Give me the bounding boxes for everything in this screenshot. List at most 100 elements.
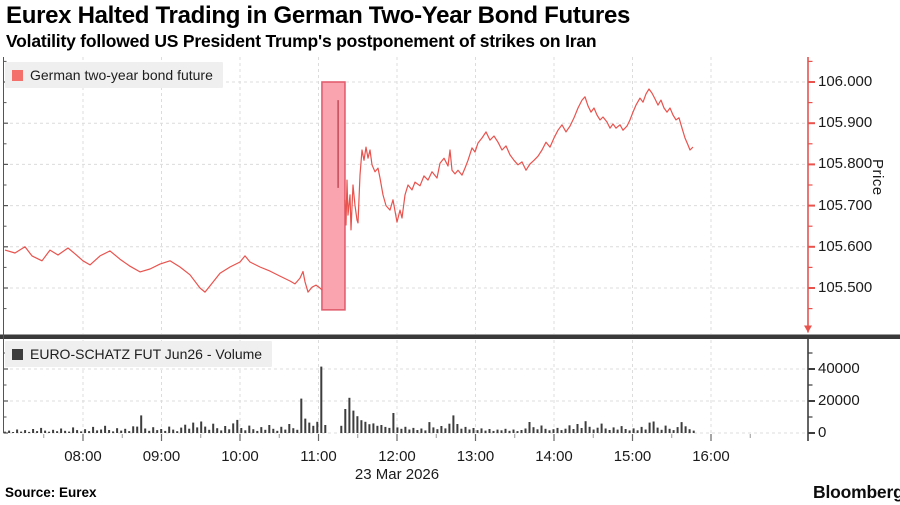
volume-bar: [120, 430, 123, 433]
volume-bar: [100, 429, 103, 433]
time-tick-label: 15:00: [613, 448, 652, 465]
time-tick-label: 13:00: [456, 448, 495, 465]
volume-bar: [76, 430, 79, 433]
volume-tick-label: 40000: [818, 360, 860, 377]
time-tick-label: 12:00: [378, 448, 416, 465]
panel-separator: [0, 334, 900, 339]
volume-bar: [216, 428, 219, 433]
volume-bar: [476, 430, 479, 433]
volume-bar: [592, 429, 595, 433]
price-tick-label: 105.800: [818, 155, 873, 173]
volume-bar: [48, 431, 51, 433]
volume-bar: [292, 428, 295, 433]
volume-bar: [600, 423, 603, 433]
volume-bar: [324, 425, 327, 433]
volume-bar: [128, 431, 131, 433]
volume-bar: [660, 429, 663, 433]
volume-bar: [680, 422, 683, 433]
volume-bar: [560, 430, 563, 433]
volume-bar: [40, 427, 43, 433]
trading-halt-band: [321, 81, 346, 311]
volume-legend: EURO-SCHATZ FUT Jun26 - Volume: [5, 341, 273, 367]
volume-bar: [508, 430, 511, 433]
volume-bar: [668, 428, 671, 433]
price-tick-label: 105.900: [818, 114, 873, 132]
time-tick-label: 14:00: [535, 448, 573, 465]
volume-bar: [240, 428, 243, 433]
volume-tick-label: 0: [818, 424, 827, 441]
volume-bar: [380, 425, 383, 433]
volume-bar: [80, 431, 83, 433]
volume-bar: [148, 430, 151, 433]
volume-tick-label: 20000: [818, 392, 860, 409]
volume-bar: [184, 424, 187, 433]
volume-bar: [12, 432, 15, 433]
volume-bar: [516, 431, 519, 433]
volume-bar: [20, 431, 23, 433]
volume-bar: [400, 428, 403, 433]
volume-bar: [568, 425, 571, 433]
price-tick-label: 105.500: [818, 279, 873, 296]
volume-bar: [656, 427, 659, 433]
volume-bar: [132, 426, 135, 433]
volume-bar: [188, 428, 191, 433]
volume-bar: [204, 426, 207, 433]
volume-bar: [504, 428, 507, 433]
price-series-swatch-icon: [12, 69, 23, 81]
volume-bar: [624, 429, 627, 433]
volume-bar: [164, 430, 167, 433]
volume-bar: [620, 426, 623, 433]
volume-bar: [676, 427, 679, 433]
volume-bar: [500, 430, 503, 433]
volume-bar: [196, 427, 199, 433]
volume-bar: [156, 430, 159, 433]
volume-bar: [532, 427, 535, 433]
volume-bar: [672, 430, 675, 433]
volume-bar: [244, 430, 247, 433]
volume-bar: [112, 431, 115, 433]
volume-bar: [232, 423, 235, 433]
volume-bar: [552, 429, 555, 433]
volume-bar: [492, 430, 495, 433]
volume-bar: [536, 429, 539, 433]
volume-bar: [304, 418, 307, 433]
volume-bar: [692, 430, 695, 433]
volume-bar: [136, 426, 139, 433]
volume-bar: [540, 425, 543, 433]
volume-bar: [228, 429, 231, 433]
volume-bar: [356, 416, 359, 433]
volume-bar: [88, 431, 91, 433]
volume-bar: [384, 426, 387, 433]
volume-bar: [224, 426, 227, 433]
volume-bar: [376, 425, 379, 433]
volume-bar: [416, 430, 419, 433]
volume-bar: [488, 429, 491, 433]
volume-bar: [108, 430, 111, 433]
volume-legend-label: EURO-SCHATZ FUT Jun26 - Volume: [30, 346, 263, 362]
volume-bar: [284, 429, 287, 433]
volume-bar: [632, 428, 635, 433]
volume-bar: [124, 428, 127, 433]
volume-bar: [584, 421, 587, 433]
volume-bar: [428, 422, 431, 433]
volume-bar: [612, 427, 615, 433]
price-tick-label: 105.700: [818, 196, 873, 214]
volume-bar: [32, 429, 35, 433]
volume-bar: [664, 425, 667, 433]
volume-bar: [432, 427, 435, 433]
volume-bar: [276, 430, 279, 433]
volume-bar: [352, 410, 355, 433]
volume-bar: [316, 421, 319, 433]
volume-bar: [468, 429, 471, 433]
volume-bar: [56, 431, 59, 433]
volume-bar: [608, 430, 611, 433]
time-tick-label: 16:00: [692, 448, 730, 465]
time-tick-label: 09:00: [142, 448, 181, 465]
volume-bar: [144, 428, 147, 433]
volume-bar: [16, 429, 19, 433]
volume-bar: [456, 424, 459, 433]
volume-bar: [460, 428, 463, 433]
volume-bar: [268, 425, 271, 433]
volume-bar: [344, 409, 347, 433]
